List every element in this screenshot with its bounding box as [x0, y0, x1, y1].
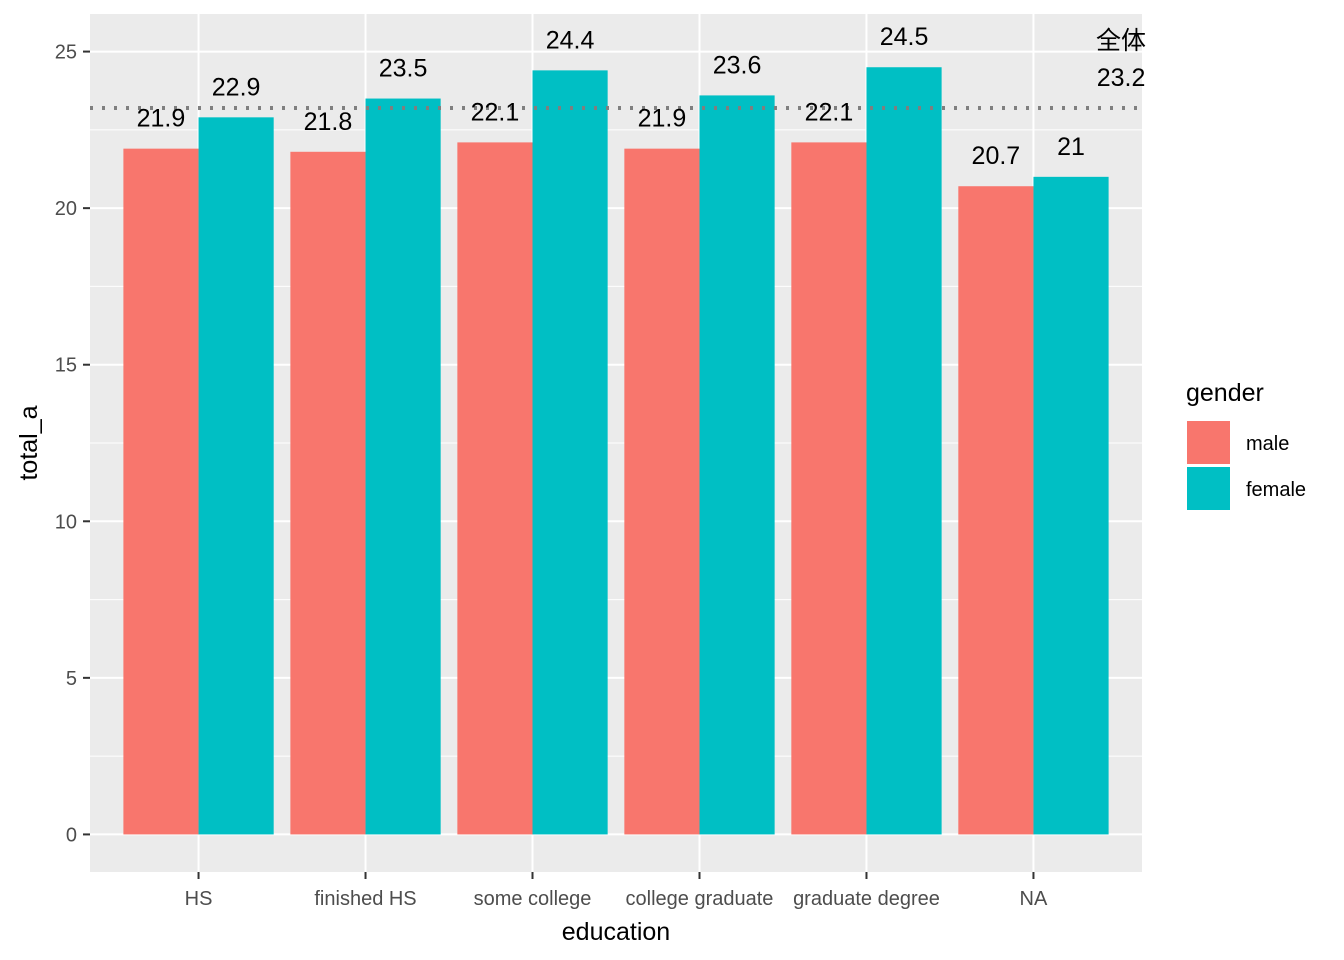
bars [123, 67, 1109, 835]
y-tick-label: 25 [55, 42, 77, 64]
x-tick-label: graduate degree [793, 888, 940, 910]
bar-label-female-4: 24.5 [880, 23, 929, 51]
y-tick-label: 5 [66, 668, 77, 690]
legend-swatch-male [1187, 421, 1230, 464]
bar-female-2 [532, 70, 608, 835]
bar-label-female-0: 22.9 [212, 73, 261, 101]
bar-label-female-5: 21 [1057, 133, 1085, 161]
bar-male-2 [457, 142, 533, 835]
y-tick-label: 0 [66, 824, 77, 846]
bar-label-male-0: 21.9 [137, 105, 186, 133]
x-tick-label: NA [1020, 888, 1048, 910]
bar-label-male-3: 21.9 [638, 105, 687, 133]
x-axis-title: education [562, 918, 670, 946]
y-tick-label: 15 [55, 355, 77, 377]
x-tick-label: some college [474, 888, 592, 910]
legend-title: gender [1186, 379, 1264, 407]
bar-label-female-3: 23.6 [713, 51, 762, 79]
y-tick-label: 10 [55, 511, 77, 533]
legend-swatch-female [1187, 467, 1230, 510]
bar-male-4 [791, 142, 867, 835]
bar-female-4 [866, 67, 942, 835]
bar-female-3 [699, 95, 775, 835]
x-axis: HS finished HS some college college graduat… [185, 872, 1048, 910]
bar-female-0 [198, 117, 274, 835]
overall-label: 全体 [1096, 27, 1146, 55]
bar-label-male-1: 21.8 [304, 108, 353, 136]
x-tick-label: HS [185, 888, 213, 910]
bar-label-female-2: 24.4 [546, 26, 595, 54]
legend-label-male: male [1246, 433, 1289, 455]
bar-male-3 [624, 148, 700, 835]
bar-male-0 [123, 148, 199, 835]
legend-label-female: female [1246, 479, 1306, 501]
bar-female-5 [1033, 176, 1109, 835]
overall-value-label: 23.2 [1097, 64, 1146, 92]
bar-label-male-4: 22.1 [805, 98, 854, 126]
bar-male-1 [290, 151, 366, 835]
bar-label-male-2: 22.1 [471, 98, 520, 126]
y-axis: 0 5 10 15 20 25 [55, 42, 90, 846]
bar-male-5 [958, 186, 1034, 835]
bar-label-male-5: 20.7 [972, 142, 1021, 170]
bar-female-1 [365, 98, 441, 835]
x-tick-label: finished HS [314, 888, 416, 910]
x-tick-label: college graduate [626, 888, 774, 910]
y-axis-title: total_a [15, 405, 43, 480]
y-tick-label: 20 [55, 198, 77, 220]
legend: gender male female [1186, 379, 1306, 510]
bar-value-labels: 21.9 21.8 22.1 21.9 22.1 20.7 22.9 23.5 24.4 23.6… [137, 23, 1085, 170]
bar-label-female-1: 23.5 [379, 55, 428, 83]
